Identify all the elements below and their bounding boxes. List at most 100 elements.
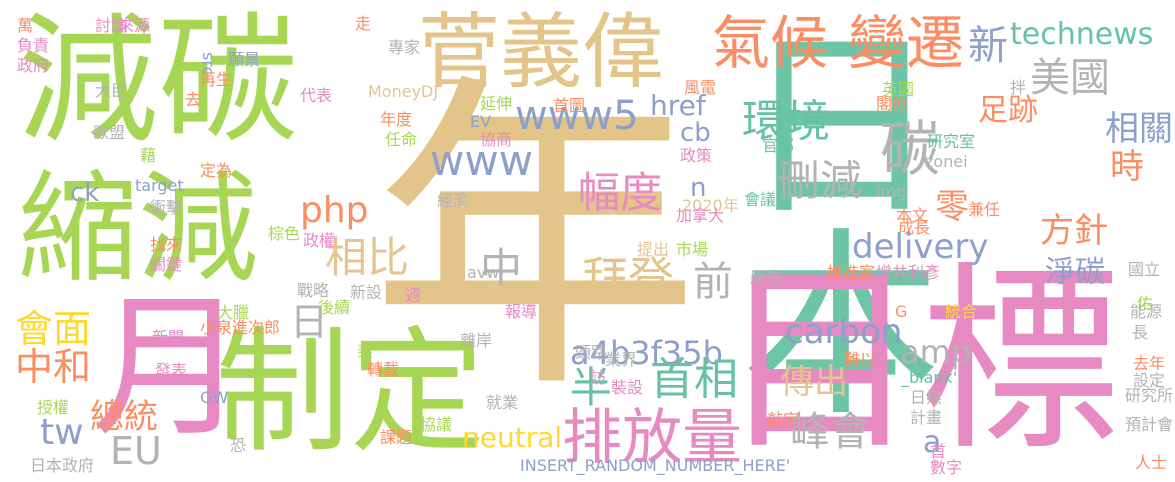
- cloud-word: 能源: [1130, 302, 1163, 321]
- cloud-word: 定為: [200, 161, 233, 180]
- cloud-word: 後續: [318, 298, 351, 317]
- cloud-word: 變遷: [848, 9, 965, 77]
- cloud-word: 日: [290, 300, 329, 344]
- cloud-word: 拌: [1010, 78, 1027, 97]
- cloud-word: www5: [515, 93, 639, 139]
- cloud-word: 制定: [215, 314, 485, 471]
- cloud-word: GW: [200, 388, 229, 407]
- cloud-word: 碳: [880, 115, 940, 185]
- cloud-word: 日本: [706, 20, 939, 420]
- cloud-word: 政府: [17, 56, 50, 75]
- cloud-word: img: [876, 182, 907, 201]
- cloud-word: 日本政府: [30, 456, 95, 475]
- cloud-word: 半: [570, 363, 613, 412]
- cloud-word: 延伸: [480, 94, 513, 113]
- cloud-word: 業界: [605, 350, 638, 369]
- cloud-word: 對策: [475, 283, 508, 302]
- cloud-word: 時: [1110, 147, 1144, 187]
- cloud-word: 閣僚: [876, 94, 909, 113]
- cloud-word: 年: [370, 48, 700, 432]
- cloud-word: ck: [70, 178, 100, 208]
- cloud-word: MoneyDJ: [368, 82, 439, 101]
- cloud-word: 統合: [945, 302, 978, 321]
- cloud-word: G: [895, 302, 908, 321]
- cloud-word: 願景: [228, 50, 261, 69]
- cloud-word: 首: [930, 442, 947, 461]
- cloud-word: 佑: [1137, 294, 1154, 313]
- cloud-word: 相比: [325, 233, 410, 282]
- cloud-word: 2020年: [682, 196, 739, 215]
- cloud-word: 再生: [200, 70, 233, 89]
- cloud-word: 難以: [844, 350, 877, 369]
- cloud-word: 年度: [380, 110, 413, 129]
- cloud-word: 經濟: [437, 191, 470, 210]
- cloud-word: 計畫: [910, 408, 943, 427]
- cloud-word: a4b3f35b: [570, 334, 723, 372]
- cloud-word: amp: [900, 333, 972, 371]
- cloud-word: 就業: [486, 393, 519, 412]
- cloud-word: 排放量: [562, 403, 742, 473]
- cloud-word: 授權: [37, 398, 70, 417]
- cloud-word: EV: [470, 112, 492, 131]
- cloud-word: technews: [1010, 17, 1154, 52]
- cloud-word: delivery: [852, 227, 989, 267]
- cloud-word: 敲定: [767, 410, 800, 429]
- cloud-word: 風電: [684, 78, 717, 97]
- cloud-word: neutral: [462, 421, 563, 454]
- cloud-word: 設定: [1133, 371, 1166, 390]
- cloud-word: 會面: [15, 307, 92, 351]
- cloud-word: 預計會: [1124, 415, 1173, 434]
- cloud-word: zonei: [925, 152, 968, 171]
- cloud-word: 萬: [17, 16, 34, 35]
- cloud-word: 轉載: [367, 360, 400, 379]
- cloud-word: 前: [693, 259, 733, 305]
- cloud-word: 傳出: [780, 362, 848, 402]
- cloud-word: 加拿大: [676, 206, 725, 225]
- cloud-word: 大臣: [95, 81, 128, 100]
- cloud-word: 恐: [230, 436, 247, 455]
- cloud-word: carbon: [785, 312, 903, 352]
- cloud-word: 市場: [676, 240, 709, 259]
- cloud-word: 幅度: [578, 168, 663, 217]
- cloud-word: www: [430, 136, 534, 185]
- cloud-word: target: [135, 176, 184, 195]
- cloud-word: 大臘: [217, 303, 250, 322]
- cloud-word: 報導: [505, 302, 538, 321]
- cloud-word: 足跡: [978, 93, 1038, 128]
- cloud-word: 推進室: [827, 263, 876, 282]
- cloud-word: EU: [110, 429, 162, 473]
- cloud-word: 刪減: [778, 156, 863, 205]
- cloud-word: 日媒: [910, 388, 943, 407]
- cloud-word: 國立: [1128, 260, 1161, 279]
- cloud-word: src: [199, 52, 218, 76]
- cloud-word: 政策: [680, 146, 713, 165]
- cloud-word: 本文: [896, 206, 929, 225]
- cloud-word: 峰會: [790, 409, 870, 455]
- cloud-word: 戰略: [297, 281, 330, 300]
- cloud-word: 週: [405, 286, 422, 305]
- cloud-word: 減碳: [18, 0, 299, 163]
- cloud-word: a: [923, 425, 942, 460]
- cloud-word: 發表: [155, 361, 188, 380]
- cloud-word: 淨碳: [1045, 255, 1105, 290]
- cloud-word: 小泉進次郎: [200, 318, 281, 337]
- cloud-word: 零: [935, 187, 969, 227]
- cloud-word: 英國: [882, 80, 915, 99]
- cloud-word: 去: [185, 90, 202, 109]
- cloud-word: 目標: [720, 245, 1121, 478]
- cloud-word: 新: [968, 23, 1008, 69]
- cloud-word: 提出: [637, 240, 670, 259]
- cloud-word: cb: [680, 118, 711, 148]
- cloud-word: 去年: [1133, 354, 1166, 373]
- cloud-word: INSERT_RANDOM_NUMBER_HERE': [520, 456, 791, 475]
- cloud-word: 氣候: [712, 9, 829, 77]
- cloud-word: 協議: [420, 415, 453, 434]
- cloud-word: 來源: [118, 16, 151, 35]
- cloud-word: 專家: [388, 38, 421, 57]
- cloud-word: 新設: [350, 283, 383, 302]
- cloud-word: 討論: [95, 16, 128, 35]
- cloud-word: 人士: [1135, 453, 1168, 472]
- cloud-word: 負責: [17, 36, 50, 55]
- cloud-word: 增井利彥: [876, 263, 941, 282]
- cloud-word: 方針: [1040, 211, 1108, 251]
